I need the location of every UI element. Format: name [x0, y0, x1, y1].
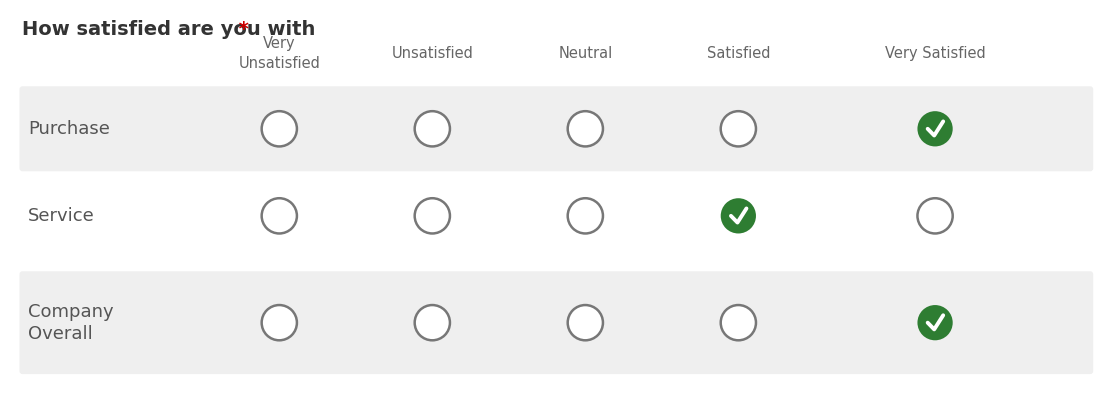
- FancyBboxPatch shape: [19, 86, 1094, 171]
- Circle shape: [261, 198, 297, 234]
- Circle shape: [917, 305, 953, 340]
- Circle shape: [261, 305, 297, 340]
- Circle shape: [415, 305, 450, 340]
- Circle shape: [568, 111, 603, 146]
- Text: How satisfied are you with: How satisfied are you with: [22, 20, 316, 39]
- Text: Purchase: Purchase: [28, 120, 109, 138]
- Text: Neutral: Neutral: [558, 46, 613, 61]
- Circle shape: [261, 111, 297, 146]
- Text: Unsatisfied: Unsatisfied: [392, 46, 473, 61]
- Circle shape: [721, 305, 756, 340]
- Circle shape: [721, 111, 756, 146]
- Circle shape: [917, 111, 953, 146]
- Text: Company
Overall: Company Overall: [28, 303, 114, 343]
- Circle shape: [568, 305, 603, 340]
- Circle shape: [415, 111, 450, 146]
- FancyBboxPatch shape: [19, 271, 1094, 374]
- Text: Service: Service: [28, 207, 95, 225]
- Circle shape: [917, 198, 953, 234]
- Circle shape: [721, 198, 756, 234]
- Text: Satisfied: Satisfied: [706, 46, 770, 61]
- Text: Very Satisfied: Very Satisfied: [885, 46, 985, 61]
- Circle shape: [415, 198, 450, 234]
- Circle shape: [568, 198, 603, 234]
- FancyBboxPatch shape: [19, 173, 1094, 258]
- Text: *: *: [232, 20, 249, 39]
- Text: Very
Unsatisfied: Very Unsatisfied: [239, 36, 320, 71]
